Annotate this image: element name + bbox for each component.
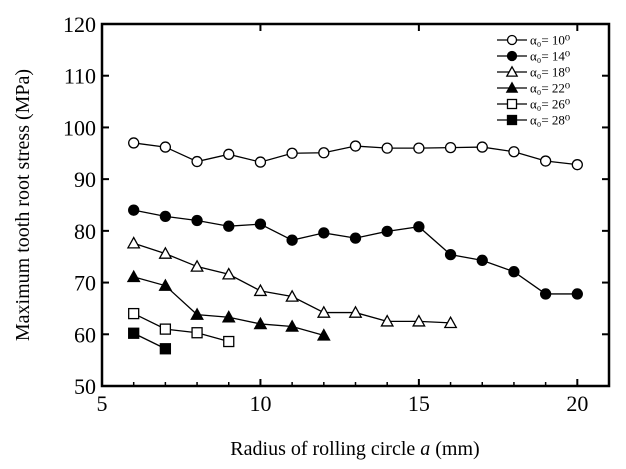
legend-marker: [506, 50, 518, 62]
data-point: [318, 227, 330, 239]
data-point: [412, 314, 426, 327]
data-point: [349, 232, 362, 244]
series-6: [128, 327, 172, 355]
data-point: [571, 159, 583, 171]
data-point: [508, 146, 520, 158]
data-point: [126, 269, 141, 283]
data-point: [254, 218, 267, 230]
data-point: [190, 259, 204, 272]
data-point: [159, 210, 172, 223]
data-point: [539, 288, 552, 300]
legend-item: α₀= 18⁰: [497, 65, 570, 80]
series-5: [128, 307, 235, 348]
data-point: [253, 283, 268, 297]
data-point: [253, 316, 268, 330]
data-point: [221, 310, 236, 323]
data-point: [126, 236, 141, 249]
legend-label: α₀= 22⁰: [530, 81, 570, 96]
data-point: [159, 323, 172, 335]
legend-item: α₀= 28⁰: [497, 113, 570, 128]
x-tick-label: 15: [408, 391, 430, 416]
legend-marker: [506, 34, 518, 46]
data-point: [191, 327, 203, 339]
data-point: [285, 319, 299, 332]
data-point: [158, 278, 173, 291]
data-point: [413, 221, 425, 233]
y-tick-label: 60: [74, 322, 96, 347]
series-2: [128, 204, 583, 300]
x-tick-label: 20: [566, 391, 588, 416]
legend-label: α₀= 14⁰: [530, 49, 570, 64]
legend-label: α₀= 18⁰: [530, 65, 570, 80]
data-point: [508, 266, 520, 278]
legend-marker: [505, 65, 519, 77]
data-point: [223, 220, 235, 232]
data-point: [318, 147, 330, 159]
data-point: [254, 156, 267, 168]
y-axis-title: Maximum tooth root stress (MPa): [12, 69, 34, 341]
data-point: [285, 289, 299, 302]
data-point: [476, 141, 488, 153]
data-point: [444, 141, 457, 154]
data-point: [128, 204, 140, 216]
x-tick-label: 10: [249, 391, 271, 416]
axis-ticks: 5 10 15 20 50 60 70 80 90 100 110 120: [63, 12, 610, 416]
series-layer: [126, 137, 583, 355]
data-point: [191, 155, 203, 168]
y-tick-label: 70: [74, 271, 96, 296]
data-point: [190, 307, 204, 320]
series-1: [128, 137, 583, 171]
data-point: [539, 155, 552, 167]
legend-item: α₀= 10⁰: [497, 33, 570, 48]
x-axis-title: Radius of rolling circle a (mm): [230, 438, 479, 460]
series-3: [126, 236, 458, 329]
data-point: [223, 335, 235, 348]
legend-item: α₀= 22⁰: [497, 81, 570, 96]
data-point: [221, 267, 236, 280]
y-tick-label: 100: [63, 115, 96, 140]
legend-item: α₀= 26⁰: [497, 97, 570, 112]
y-tick-label: 80: [74, 219, 96, 244]
data-point: [571, 288, 583, 300]
legend-label: α₀= 10⁰: [530, 33, 570, 48]
data-point: [348, 305, 363, 318]
data-point: [444, 248, 457, 261]
legend-item: α₀= 14⁰: [497, 49, 570, 64]
data-point: [159, 141, 172, 153]
data-point: [443, 315, 458, 329]
data-point: [316, 328, 331, 341]
legend-marker: [505, 81, 519, 93]
data-point: [191, 214, 203, 227]
data-point: [128, 307, 140, 320]
legend-label: α₀= 28⁰: [530, 113, 570, 128]
data-point: [128, 137, 140, 149]
data-point: [349, 140, 362, 152]
y-tick-label: 110: [64, 64, 96, 89]
data-point: [316, 305, 331, 318]
legend-label: α₀= 26⁰: [530, 97, 570, 112]
series-4: [126, 269, 331, 341]
series-line: [133, 313, 229, 343]
data-point: [381, 142, 393, 154]
data-point: [286, 234, 298, 246]
y-tick-label: 120: [63, 12, 96, 37]
data-point: [380, 314, 395, 327]
data-point: [223, 148, 235, 160]
data-point: [286, 147, 298, 159]
data-point: [128, 327, 140, 339]
y-tick-label: 90: [74, 167, 96, 192]
data-point: [159, 343, 172, 355]
data-point: [381, 225, 393, 238]
data-point: [158, 246, 173, 259]
series-line: [133, 242, 451, 324]
legend-marker: [506, 114, 518, 126]
x-tick-label: 5: [97, 391, 108, 416]
data-point: [476, 254, 488, 266]
y-tick-label: 50: [74, 374, 96, 399]
legend-marker: [506, 98, 518, 110]
data-point: [413, 142, 425, 154]
